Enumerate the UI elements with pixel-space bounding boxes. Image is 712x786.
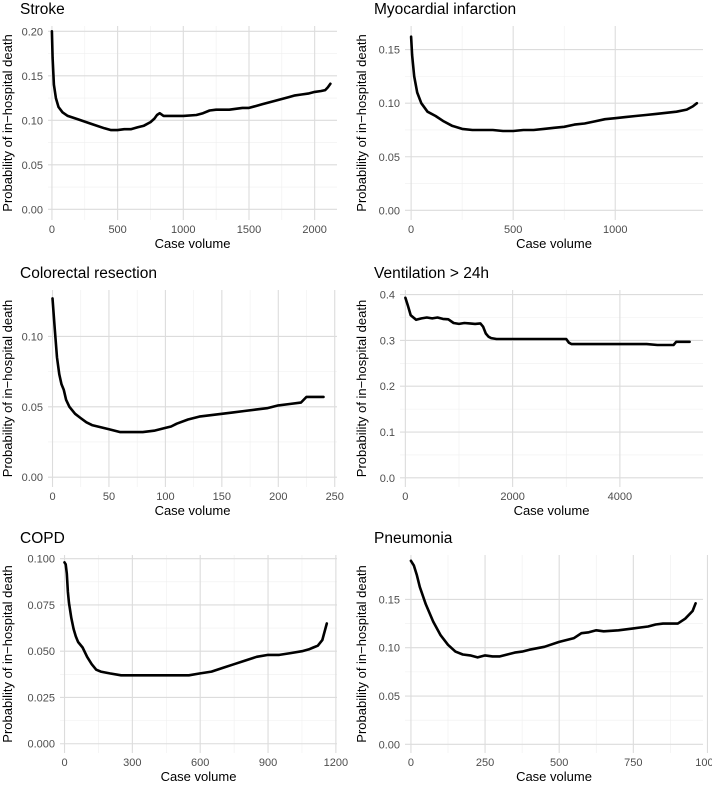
y-tick-label: 0.2 (380, 381, 395, 393)
y-tick-label: 0.0 (380, 473, 395, 485)
y-axis-label: Probability of in−hospital death (0, 565, 15, 742)
x-tick-label: 500 (504, 224, 522, 236)
x-tick-label: 0 (49, 224, 55, 236)
x-tick-label: 250 (476, 757, 494, 769)
x-tick-label: 900 (259, 757, 277, 769)
y-axis-label: Probability of in−hospital death (0, 34, 15, 211)
y-tick-label: 0.05 (22, 402, 43, 414)
y-tick-label: 0.3 (380, 335, 395, 347)
y-tick-label: 0.05 (379, 691, 400, 703)
x-tick-label: 600 (191, 757, 209, 769)
x-axis-label: Case volume (155, 503, 231, 518)
panel-title: Myocardial infarction (374, 1, 516, 18)
panel-title: Stroke (20, 1, 65, 18)
y-tick-label: 0.100 (27, 554, 55, 566)
y-tick-label: 0.05 (22, 160, 43, 172)
x-tick-label: 500 (550, 757, 568, 769)
x-tick-label: 0 (61, 757, 67, 769)
x-tick-label: 0 (402, 491, 408, 503)
x-tick-label: 2000 (500, 491, 524, 503)
x-tick-label: 0 (49, 491, 55, 503)
y-tick-label: 0.075 (27, 600, 55, 612)
y-axis-label: Probability of in−hospital death (354, 565, 369, 742)
panel-3: 0 50 100 150 200 250 0.00 0.05 0.10 Colorectal re… (0, 265, 344, 518)
y-tick-label: 0.10 (22, 331, 43, 343)
y-tick-label: 0.00 (379, 205, 400, 217)
y-tick-label: 0.1 (380, 427, 395, 439)
x-tick-label: 200 (269, 491, 287, 503)
y-tick-label: 0.05 (379, 152, 400, 164)
panel-title: Ventilation > 24h (374, 265, 489, 282)
y-axis-label: Probability of in−hospital death (354, 300, 369, 477)
x-tick-label: 100 (156, 491, 174, 503)
x-tick-label: 1000 (695, 757, 712, 769)
series-line (409, 559, 697, 659)
y-tick-label: 0.4 (380, 290, 395, 302)
x-axis-label: Case volume (155, 236, 231, 251)
y-tick-label: 0.00 (379, 739, 400, 751)
x-tick-label: 750 (624, 757, 642, 769)
y-axis-label: Probability of in−hospital death (354, 34, 369, 211)
y-tick-label: 0.20 (22, 26, 43, 38)
x-axis-label: Case volume (516, 769, 592, 784)
y-tick-label: 0.050 (27, 646, 55, 658)
series-line (51, 297, 325, 434)
x-axis-label: Case volume (516, 236, 592, 251)
x-axis-label: Case volume (514, 503, 590, 518)
x-tick-label: 1200 (324, 757, 348, 769)
x-tick-label: 1000 (603, 224, 627, 236)
y-tick-label: 0.15 (379, 45, 400, 57)
y-tick-label: 0.00 (22, 472, 43, 484)
x-tick-label: 150 (213, 491, 231, 503)
x-tick-label: 2000 (302, 224, 326, 236)
y-tick-label: 0.10 (22, 115, 43, 127)
series-line (404, 296, 691, 347)
y-tick-label: 0.000 (27, 739, 55, 751)
x-tick-label: 500 (108, 224, 126, 236)
panel-4: 0 2000 4000 0.0 0.1 0.2 0.3 0.4 Ventilation > 24… (354, 265, 703, 518)
y-tick-label: 0.15 (379, 594, 400, 606)
panel-1: 0 500 1000 1500 2000 0.00 0.05 0.10 0.15 0.20 Stro… (0, 1, 337, 251)
x-tick-label: 1500 (237, 224, 261, 236)
x-tick-label: 0 (408, 224, 414, 236)
y-tick-label: 0.025 (27, 692, 55, 704)
y-tick-label: 0.15 (22, 71, 43, 83)
series-line (50, 29, 332, 132)
y-axis-label: Probability of in−hospital death (0, 300, 15, 477)
x-tick-label: 1000 (171, 224, 195, 236)
x-tick-label: 0 (408, 757, 414, 769)
series-line (63, 561, 329, 677)
series-line (409, 35, 699, 133)
y-tick-label: 0.10 (379, 98, 400, 110)
panel-5: 0 300 600 900 1200 0.000 0.025 0.050 0.075 0.100 C… (0, 530, 348, 784)
y-tick-label: 0.00 (22, 204, 43, 216)
x-tick-label: 250 (326, 491, 344, 503)
panel-title: Colorectal resection (20, 265, 157, 282)
x-tick-label: 50 (103, 491, 115, 503)
x-tick-label: 4000 (608, 491, 632, 503)
panel-6: 0 250 500 750 1000 0.00 0.05 0.10 0.15 Pneumonia C… (354, 530, 712, 784)
x-tick-label: 300 (123, 757, 141, 769)
panel-2: 0 500 1000 0.00 0.05 0.10 0.15 Myocardial infar… (354, 1, 703, 251)
panel-title: Pneumonia (374, 530, 453, 547)
panel-title: COPD (20, 530, 65, 547)
x-axis-label: Case volume (161, 769, 237, 784)
y-tick-label: 0.10 (379, 643, 400, 655)
